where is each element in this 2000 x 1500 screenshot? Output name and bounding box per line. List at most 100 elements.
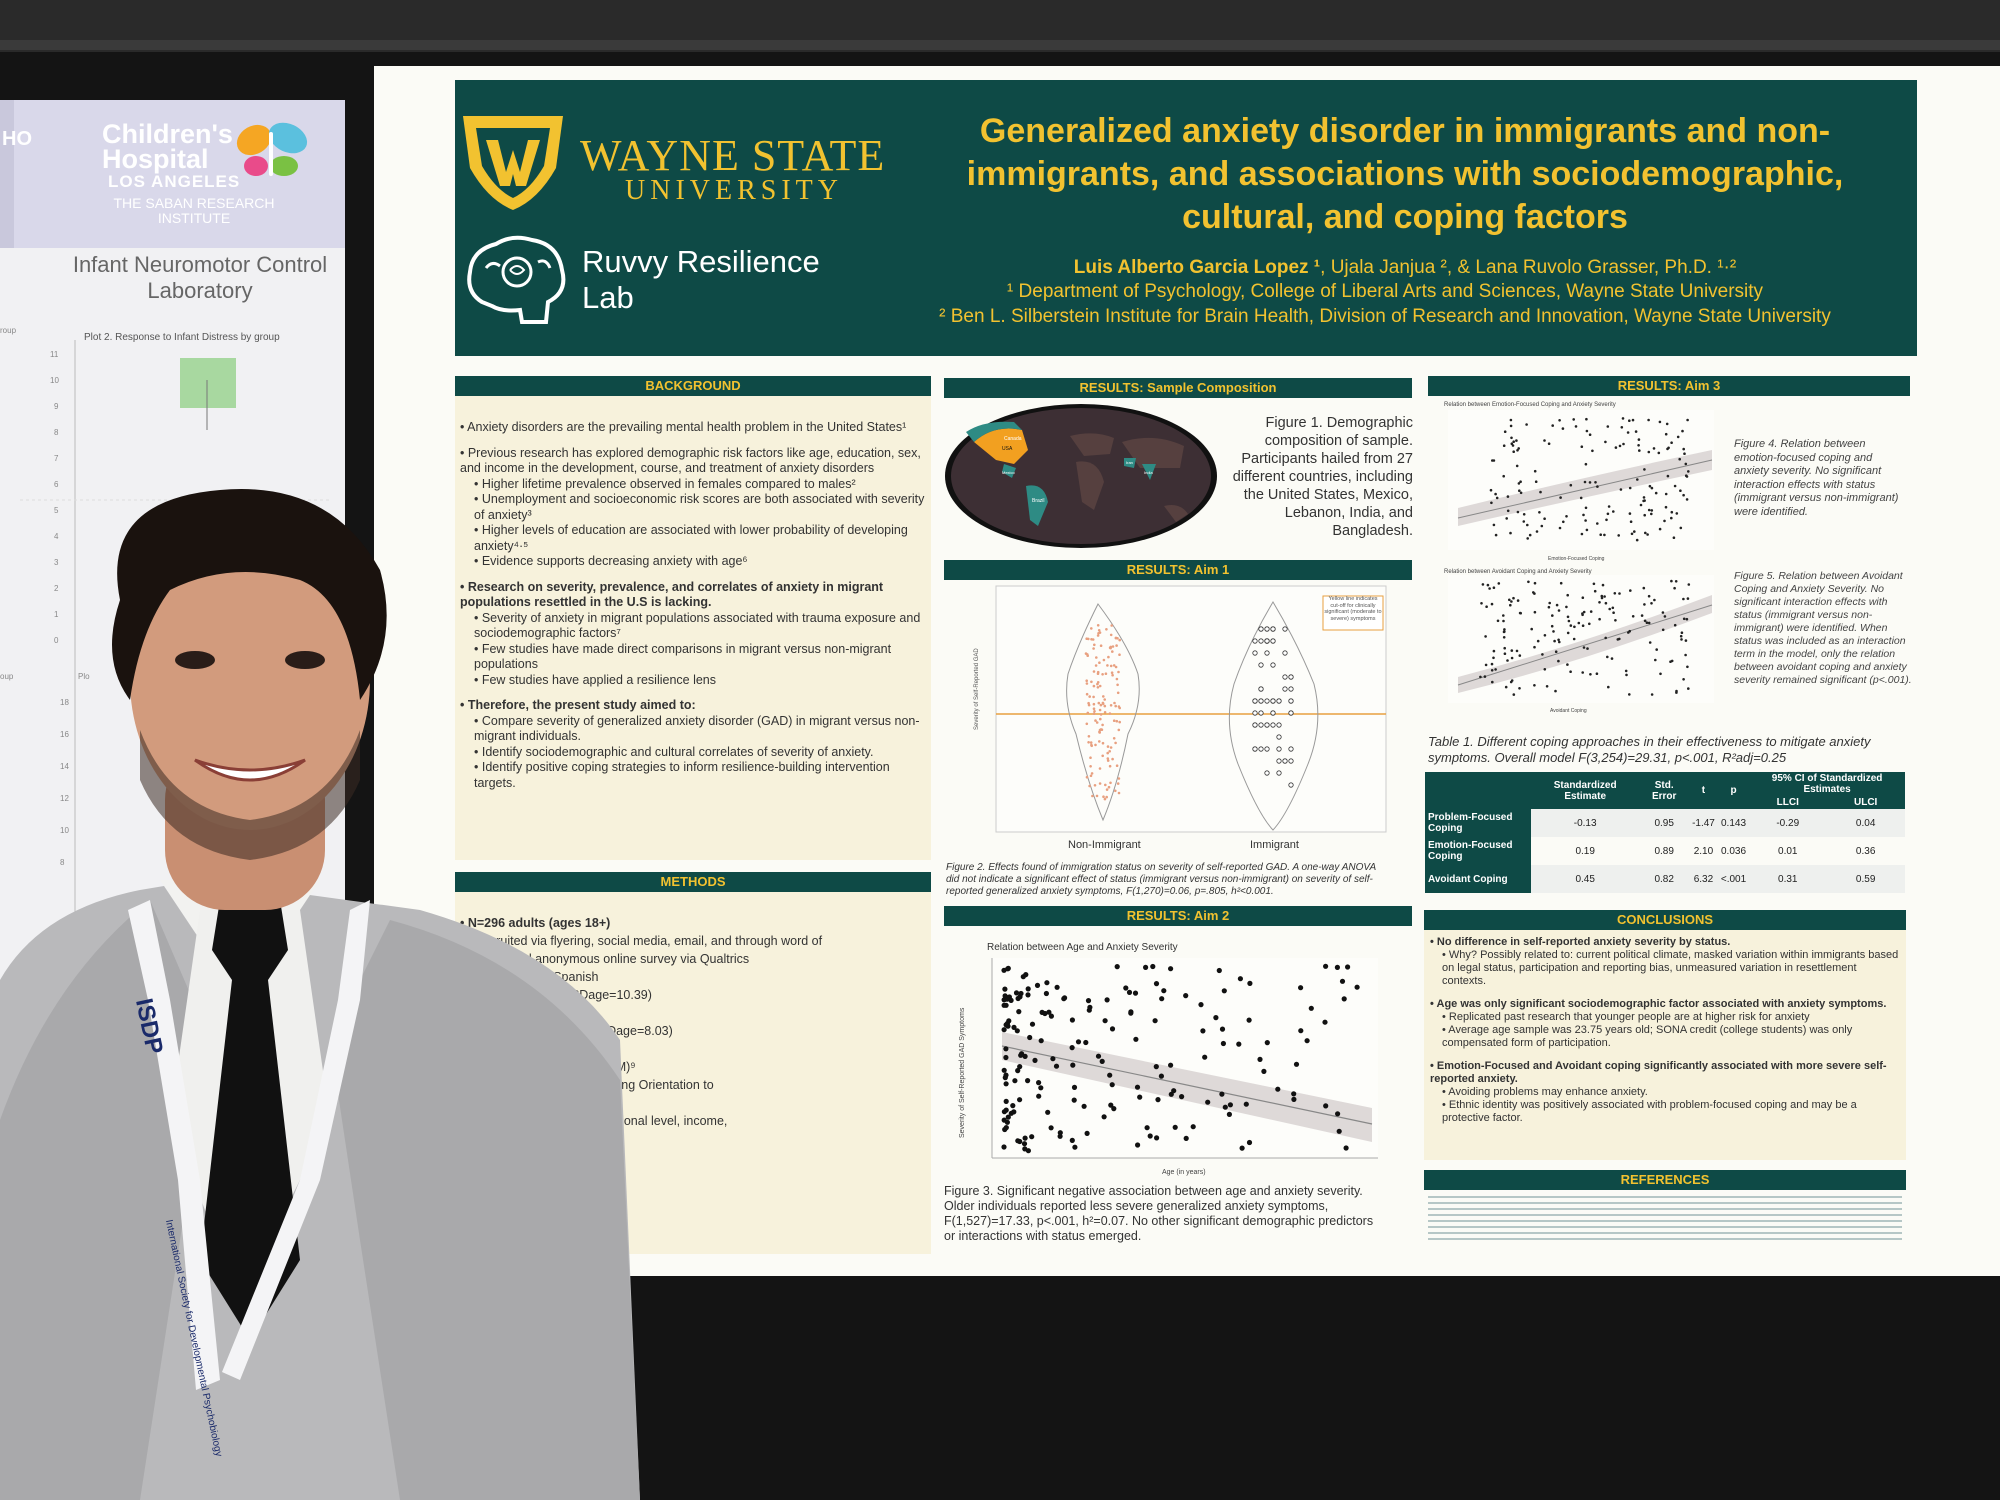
background-item: • Evidence supports decreasing anxiety w… [474,554,748,568]
data-point [1687,583,1691,586]
data-point [1092,702,1096,706]
data-point [1003,1054,1009,1061]
y-tick: 7 [54,454,59,463]
data-point [1341,996,1347,1002]
data-point [1147,1133,1153,1139]
lab-logo-text: Ruvvy Resilience Lab [582,244,820,316]
data-point [1015,1138,1021,1144]
data-point [1522,513,1526,516]
data-point [1554,650,1558,653]
wayne-state-shield-icon [463,116,563,210]
data-point [1099,713,1103,716]
beard [140,730,360,860]
data-point [1288,746,1294,752]
map-label: India [1144,470,1153,475]
data-point [1110,624,1113,627]
data-point [1577,621,1581,625]
data-point [1679,634,1683,638]
aim1-x-label: Non-Immigrant [1068,839,1141,851]
data-point [1153,981,1160,987]
background-panel [455,396,931,860]
conclusion-item: • Age was only significant sociodemograp… [1430,998,1887,1010]
data-point [1594,481,1597,484]
methods-item: • N=296 adults (ages 18+) [460,916,611,930]
data-point [1282,626,1288,632]
data-point [1089,741,1093,744]
data-point [1096,624,1100,627]
reference-line [1428,1208,1902,1210]
data-point [1003,1125,1009,1131]
data-point [1252,650,1258,656]
data-point [1586,647,1589,650]
data-point [1094,664,1098,667]
data-point [1258,710,1264,716]
table-header: 95% CI of Standardized Estimates [1749,772,1905,796]
data-point [1528,533,1532,537]
data-point [1558,640,1561,644]
y-tick: 18 [60,698,69,707]
data-point [1606,655,1609,659]
table-row: Avoidant Coping 0.45 0.82 6.32 <.001 0.3… [1425,865,1905,893]
data-point [1098,740,1101,743]
data-point [1005,1114,1011,1120]
data-point [1636,478,1639,481]
data-point [1543,634,1547,637]
data-point [1101,701,1105,705]
data-point [1100,728,1104,731]
data-point [1276,734,1282,740]
data-point [1161,988,1167,994]
data-point [1551,614,1554,617]
data-point [1046,1009,1052,1015]
regression-line [1457,459,1713,519]
data-point [1684,639,1688,642]
data-point [1112,737,1116,740]
figure-5-scatter: Relation between Avoidant Coping and Anx… [1444,569,1714,714]
axis-label: roup [0,326,17,335]
data-point [1246,1017,1252,1023]
data-point [1102,695,1105,698]
data-point [1647,621,1651,625]
data-point [1674,580,1678,583]
data-point [1506,495,1510,498]
data-point [1543,668,1547,671]
data-point [1657,451,1661,455]
y-tick: 8 [60,858,65,867]
data-point [1005,966,1011,972]
data-point [1111,650,1114,653]
data-point [1101,741,1105,745]
data-point [1600,596,1604,600]
data-point [1515,649,1519,653]
data-point [1221,988,1227,994]
data-point [1613,592,1617,595]
sample-heading: RESULTS: Sample Composition [944,378,1412,398]
data-point [1583,480,1587,484]
reference-line [1428,1220,1902,1222]
data-point [1503,630,1506,633]
data-point [1153,1064,1159,1070]
data-point [1103,698,1106,701]
data-point [1534,480,1538,483]
data-point [1533,684,1536,687]
table-header: p [1717,772,1750,809]
references-heading: REFERENCES [1424,1170,1906,1190]
data-point [1638,449,1641,452]
aim2-y-label: Severity of Self-Reported GAD Symptoms [959,1007,966,1138]
affiliation-2: ² Ben L. Silberstein Institute for Brain… [939,306,1831,327]
reference-line [1428,1214,1902,1216]
data-point [1021,1141,1028,1147]
data-point [1132,990,1139,996]
data-point [1069,1045,1075,1051]
data-point [1270,638,1276,644]
data-point [1270,710,1276,716]
data-point [1479,675,1482,679]
data-point [1093,643,1096,647]
data-point [1573,625,1576,629]
data-point [1243,1101,1249,1107]
data-point [1650,602,1653,605]
data-point [1288,686,1294,692]
figure-2-caption: Figure 2. Effects found of immigration s… [946,862,1376,897]
data-point [1526,537,1529,540]
data-point [1097,629,1101,632]
data-point [1003,1081,1009,1087]
data-point [1503,430,1507,433]
